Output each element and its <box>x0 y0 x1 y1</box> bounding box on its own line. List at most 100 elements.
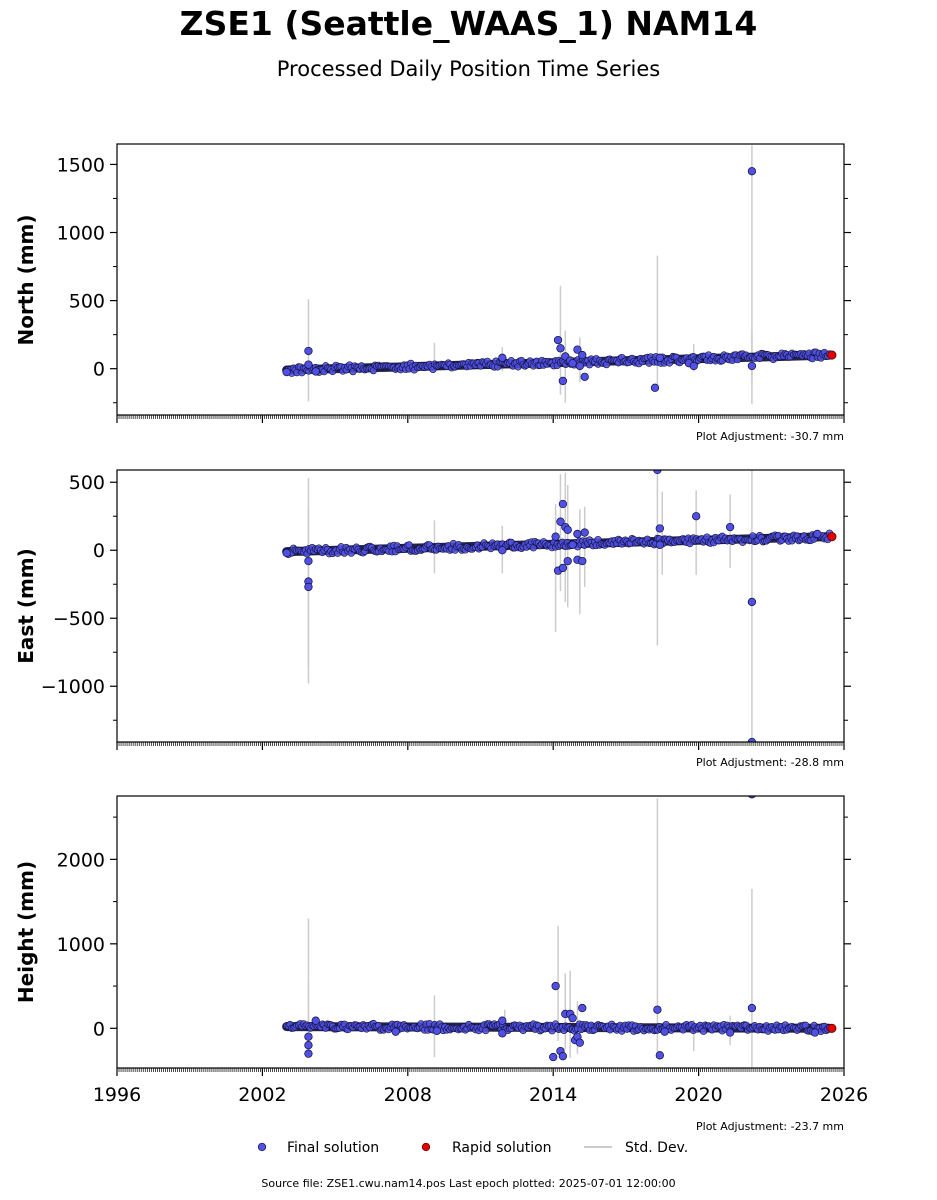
final-point <box>747 167 757 176</box>
final-point <box>563 556 572 566</box>
y-tick-label: 1000 <box>57 223 105 245</box>
final-point <box>747 737 757 742</box>
panel-north: 1500 1000 500 0 North (mm) Plot Adjustment: -… <box>14 143 851 443</box>
y-tick-label: 0 <box>93 540 105 562</box>
final-point <box>692 512 701 521</box>
rapid-point <box>827 532 837 542</box>
final-point <box>391 1027 400 1036</box>
legend-rapid-label: Rapid solution <box>452 1140 552 1156</box>
final-point <box>580 372 589 382</box>
final-point <box>689 361 698 371</box>
final-point <box>304 582 313 592</box>
source-note: Source file: ZSE1.cwu.nam14.pos Last epo… <box>261 1177 676 1190</box>
chart-title: ZSE1 (Seattle_WAAS_1) NAM14 <box>179 4 758 43</box>
final-point <box>553 335 563 345</box>
final-point <box>655 540 664 549</box>
plot-area <box>282 145 837 405</box>
final-point <box>747 361 757 371</box>
final-point <box>578 1003 587 1013</box>
final-point <box>558 563 568 573</box>
x-tick-label: 2020 <box>674 1084 722 1106</box>
x-tick-label: 2014 <box>529 1084 577 1106</box>
y-axis-label: North (mm) <box>14 214 38 345</box>
x-tick-label: 2026 <box>820 1084 868 1106</box>
y-tick-label: 2000 <box>57 849 105 871</box>
legend-final-marker <box>257 1142 267 1152</box>
final-point <box>578 556 587 566</box>
final-point <box>311 367 320 376</box>
final-point <box>568 540 577 549</box>
final-point <box>748 796 756 799</box>
y-tick-label: −500 <box>53 608 105 630</box>
final-point <box>498 1016 507 1025</box>
final-point <box>558 1052 568 1061</box>
x-tick-label: 1996 <box>93 1084 141 1106</box>
final-point <box>282 367 291 377</box>
final-point <box>282 548 291 558</box>
final-point <box>747 597 757 607</box>
panel-height: 2000 1000 0 Height (mm) Plot Adjustment: -23… <box>14 795 851 1133</box>
final-point <box>655 524 664 533</box>
final-point <box>725 522 735 532</box>
final-point <box>575 1038 585 1047</box>
final-point <box>549 1052 558 1062</box>
axes-frame <box>116 143 845 416</box>
legend-std-label: Std. Dev. <box>625 1140 688 1156</box>
final-point <box>311 1016 320 1025</box>
axes-frame <box>116 469 845 743</box>
final-point <box>551 981 560 991</box>
legend: Final solution Rapid solution Std. Dev. <box>257 1140 688 1156</box>
final-point <box>580 528 589 537</box>
plot-adjustment: Plot Adjustment: -28.8 mm <box>696 756 844 769</box>
y-axis-label: Height (mm) <box>14 861 38 1003</box>
rapid-point <box>827 1023 837 1033</box>
final-point <box>498 546 507 555</box>
y-tick-label: 0 <box>93 359 105 381</box>
final-point <box>575 361 585 371</box>
final-point <box>304 1032 313 1041</box>
final-point <box>304 1049 313 1058</box>
rapid-point <box>827 350 837 360</box>
final-point <box>556 344 565 353</box>
final-point <box>556 517 565 526</box>
final-point <box>747 1003 757 1013</box>
final-point <box>650 383 660 392</box>
final-point <box>498 353 507 362</box>
y-tick-label: −1000 <box>41 676 105 698</box>
final-point <box>304 346 313 356</box>
final-point <box>568 1014 577 1023</box>
chart-subtitle: Processed Daily Position Time Series <box>276 57 661 81</box>
final-point <box>563 525 572 534</box>
final-point <box>304 360 313 369</box>
final-point <box>725 1028 735 1037</box>
final-point <box>558 376 568 386</box>
y-tick-label: 500 <box>69 472 105 494</box>
plot-area <box>282 470 837 742</box>
y-axis-label: East (mm) <box>14 548 38 664</box>
final-point <box>578 350 587 360</box>
x-tick-label: 2008 <box>384 1084 432 1106</box>
y-tick-label: 1500 <box>57 154 105 176</box>
final-point <box>304 1041 313 1050</box>
final-point <box>653 1005 662 1014</box>
y-tick-label: 0 <box>93 1018 105 1040</box>
legend-final-label: Final solution <box>287 1140 379 1156</box>
final-point <box>568 359 577 368</box>
final-point <box>573 345 582 354</box>
final-point <box>810 1028 820 1037</box>
y-tick-label: 500 <box>69 291 105 313</box>
final-point <box>573 529 582 539</box>
plot-adjustment: Plot Adjustment: -23.7 mm <box>696 1120 844 1133</box>
legend-rapid-marker <box>421 1142 431 1152</box>
final-point <box>551 532 560 541</box>
final-point <box>432 1026 442 1035</box>
final-point <box>558 499 568 509</box>
final-point <box>498 1029 507 1038</box>
x-tick-label: 2002 <box>238 1084 286 1106</box>
final-point <box>655 353 664 362</box>
final-point <box>813 529 822 539</box>
y-tick-label: 1000 <box>57 934 105 956</box>
final-point <box>655 1051 664 1060</box>
